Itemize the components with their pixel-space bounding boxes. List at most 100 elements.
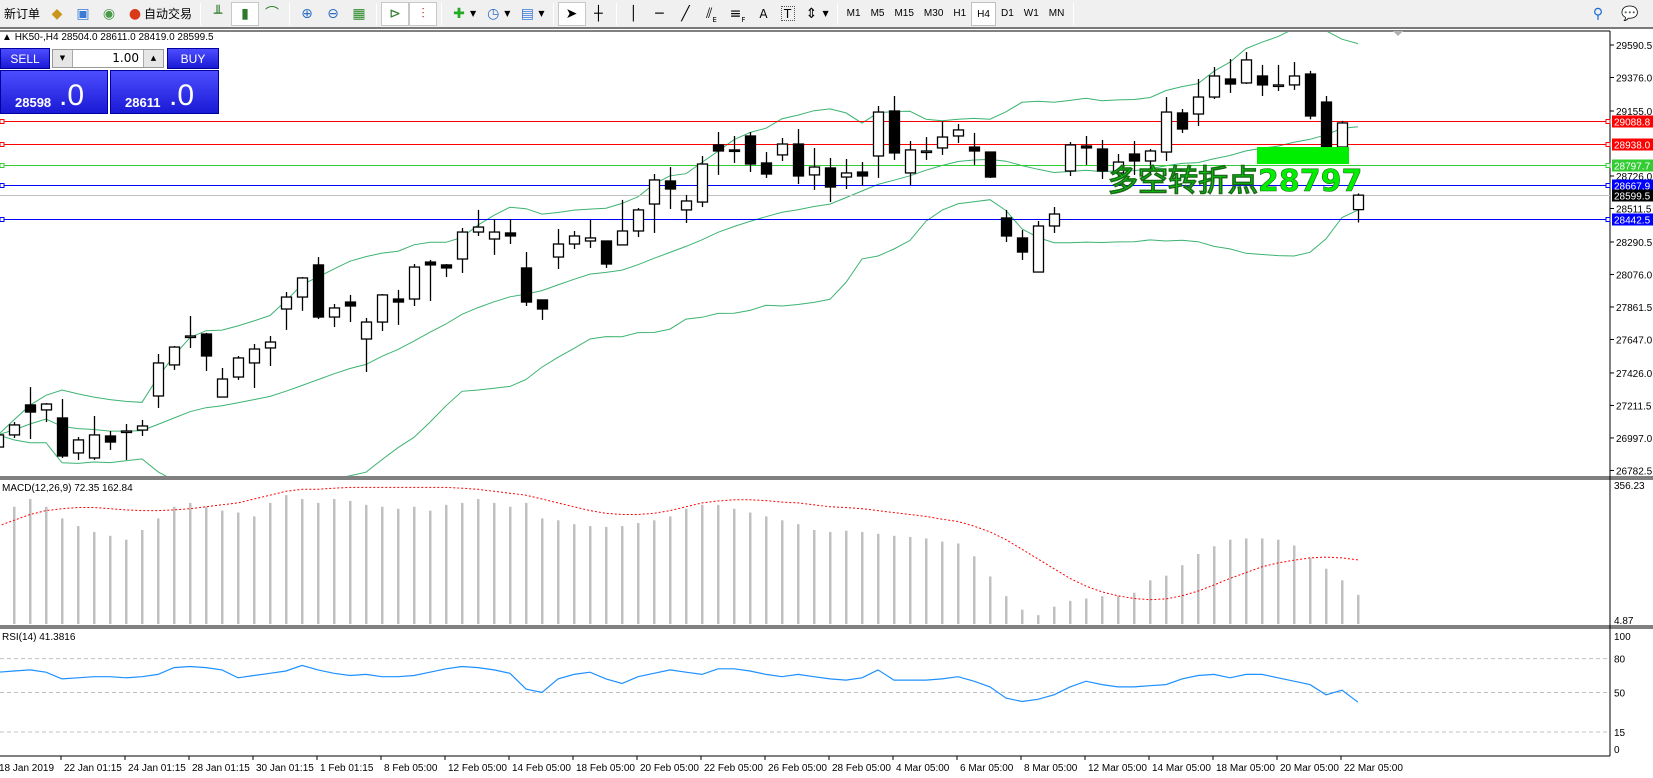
new-order-button[interactable]: 新订单: [0, 2, 44, 26]
bar-chart-button[interactable]: ╨: [205, 2, 231, 26]
candle: [632, 207, 645, 238]
macd-histogram-bar: [205, 506, 208, 624]
zoom-in-button[interactable]: ⊕: [294, 2, 320, 26]
time-axis-label: 8 Mar 05:00: [1024, 763, 1078, 774]
period-h4[interactable]: H4: [971, 1, 996, 26]
indicators-icon: ✚: [453, 5, 465, 22]
search-icon[interactable]: ⚲: [1592, 5, 1604, 22]
lot-increase-icon[interactable]: ▲: [143, 50, 163, 67]
macd-histogram-bar: [1229, 539, 1232, 624]
signal-button[interactable]: ◉: [96, 2, 122, 26]
candle: [216, 367, 229, 398]
macd-histogram-bar: [317, 502, 320, 624]
lot-value[interactable]: 1.00: [112, 51, 139, 65]
lot-size-input[interactable]: ▼ 1.00 ▲: [52, 49, 164, 68]
period-d1[interactable]: D1: [1000, 7, 1014, 19]
horizontal-line-button[interactable]: ─: [647, 2, 673, 26]
macd-histogram-bar: [29, 499, 32, 624]
macd-histogram-bar: [1005, 596, 1008, 624]
buy-price-button[interactable]: 28611 .0: [110, 70, 219, 114]
candle-body: [1320, 101, 1333, 148]
tile-windows-button[interactable]: ▦: [346, 2, 372, 26]
vertical-line-button[interactable]: │: [621, 2, 647, 26]
toolbar-separator: [1073, 2, 1075, 25]
macd-histogram-bar: [973, 556, 976, 624]
templates-button[interactable]: ▤ ▼: [514, 2, 548, 26]
period-m30[interactable]: M30: [923, 7, 944, 19]
period-mn[interactable]: MN: [1048, 7, 1065, 19]
candle: [1032, 220, 1045, 273]
text-button[interactable]: A: [751, 2, 777, 26]
candle: [808, 147, 821, 190]
period-w1[interactable]: W1: [1023, 7, 1039, 19]
macd-histogram-bar: [541, 518, 544, 624]
candle: [1272, 64, 1285, 91]
level-price-tag: [1612, 179, 1653, 192]
macd-histogram-bar: [557, 520, 560, 624]
period-m15[interactable]: M15: [894, 7, 914, 19]
chevron-down-icon: ▼: [822, 9, 829, 18]
periods-button[interactable]: ◷ ▼: [480, 2, 514, 26]
level-handle: [0, 217, 5, 222]
auto-trading-button[interactable]: ● 自动交易: [122, 2, 196, 26]
arrows-button[interactable]: ⇕ ▼: [799, 2, 833, 26]
period-m1[interactable]: M1: [846, 7, 861, 19]
candle: [920, 137, 933, 160]
main-pane: 多空转折点28797: [0, 32, 1610, 476]
cursor-icon: ➤: [565, 5, 578, 22]
equidistant-channel-icon: ⫽E: [706, 5, 717, 24]
line-chart-button[interactable]: ⌒: [259, 2, 285, 26]
fibo-letter: F: [741, 15, 746, 24]
chart-shift-button[interactable]: ⫶: [409, 1, 438, 26]
candle: [776, 137, 789, 161]
candle-body: [904, 149, 917, 174]
crosshair-button[interactable]: ┼: [586, 2, 612, 26]
candle-body: [200, 333, 213, 357]
candle-body: [1128, 153, 1141, 162]
rsi-axis-label: 100: [1614, 632, 1631, 643]
price-axis-label: 27426.0: [1616, 369, 1653, 380]
lot-decrease-icon[interactable]: ▼: [53, 50, 73, 67]
equidistant-channel-button[interactable]: ⫽E: [699, 2, 725, 26]
templates-icon: ▤: [520, 5, 534, 22]
candle-body: [1240, 59, 1253, 84]
macd-histogram-bar: [1181, 565, 1184, 624]
candle: [1320, 95, 1333, 153]
indicators-button[interactable]: ✚ ▼: [446, 2, 480, 26]
sell-price-button[interactable]: 28598 .0: [0, 70, 108, 114]
market-watch-button[interactable]: ▣: [70, 2, 96, 26]
text-label-button[interactable]: T: [777, 2, 799, 26]
macd-histogram-bar: [813, 529, 816, 624]
trendline-button[interactable]: ╱: [673, 2, 699, 26]
candlestick-button[interactable]: ▮: [231, 1, 260, 26]
candle: [616, 199, 629, 246]
candle: [472, 209, 485, 236]
candle-body: [936, 136, 949, 149]
candle-body: [1080, 145, 1093, 149]
candle: [856, 162, 869, 186]
buy-button[interactable]: BUY: [167, 48, 219, 69]
time-axis-label: 26 Feb 05:00: [768, 763, 827, 774]
period-m5[interactable]: M5: [870, 7, 885, 19]
candle-body: [872, 111, 885, 157]
macd-histogram-bar: [77, 526, 80, 624]
level-price-label: 29088.8: [1614, 118, 1651, 129]
sell-button[interactable]: SELL: [0, 48, 50, 69]
fibonacci-button[interactable]: ≡F: [725, 2, 751, 26]
macd-histogram-bar: [941, 541, 944, 624]
macd-histogram-bar: [221, 510, 224, 624]
candle: [840, 159, 853, 190]
auto-scroll-button[interactable]: ⊳: [381, 1, 410, 26]
candle-body: [296, 277, 309, 298]
toolbar-separator: [615, 2, 617, 25]
bollinger-middle-band: [0, 126, 1359, 435]
sell-price-pips: .0: [59, 79, 85, 112]
time-axis-label: 20 Feb 05:00: [640, 763, 699, 774]
zoom-out-button[interactable]: ⊖: [320, 2, 346, 26]
gold-button[interactable]: ◆: [44, 2, 70, 26]
zoom-out-icon: ⊖: [327, 5, 339, 22]
cursor-button[interactable]: ➤: [557, 1, 586, 26]
period-h1[interactable]: H1: [953, 7, 967, 19]
chat-icon[interactable]: 💬: [1621, 5, 1639, 22]
